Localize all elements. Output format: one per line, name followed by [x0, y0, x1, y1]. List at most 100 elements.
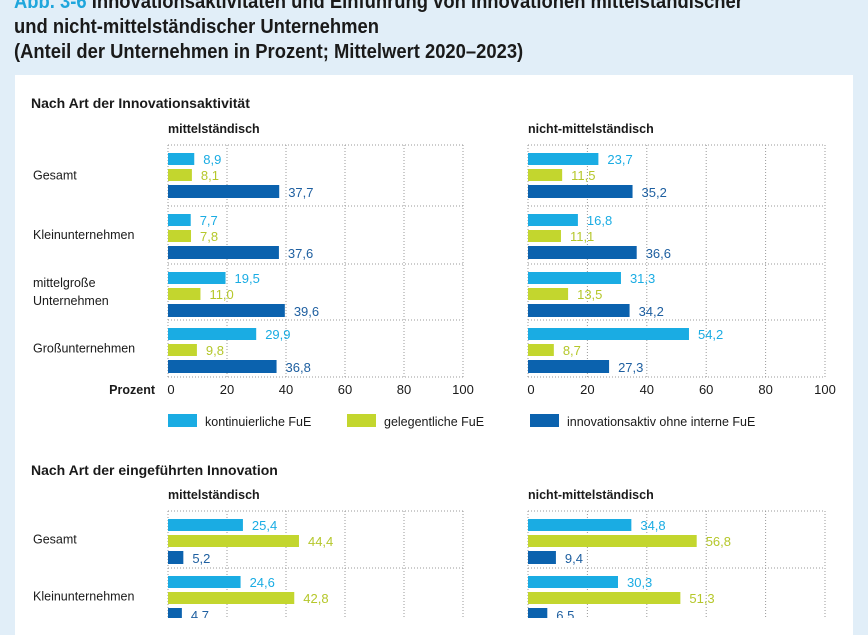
bar — [528, 304, 630, 317]
chart-panel — [15, 75, 853, 635]
title-line-1: Abb. 3-6 Innovationsaktivitäten und Einf… — [14, 0, 743, 15]
value-label: 9,8 — [206, 343, 224, 358]
figure-title: Abb. 3-6 Innovationsaktivitäten und Einf… — [14, 0, 743, 65]
x-tick-label: 60 — [338, 382, 352, 397]
value-label: 35,2 — [642, 185, 667, 200]
x-tick-label: 0 — [167, 382, 174, 397]
bar — [528, 551, 556, 564]
x-tick-label: 40 — [640, 382, 654, 397]
category-label: Unternehmen — [33, 294, 109, 308]
value-label: 23,7 — [607, 152, 632, 167]
value-label: 31,3 — [630, 271, 655, 286]
x-tick-label: 20 — [580, 382, 594, 397]
bar — [528, 576, 618, 588]
bar — [168, 576, 241, 588]
category-label: Kleinunternehmen — [33, 590, 135, 604]
legend-item: gelegentliche FuE — [347, 414, 484, 429]
legend-swatch — [168, 414, 197, 427]
x-tick-label: 60 — [699, 382, 713, 397]
bar — [168, 288, 201, 300]
value-label: 8,7 — [563, 343, 581, 358]
value-label: 36,6 — [646, 246, 671, 261]
value-label: 24,6 — [250, 575, 275, 590]
bar — [168, 230, 192, 242]
bar — [528, 592, 681, 604]
panel-title-introduced-right: nicht-mittelständisch — [528, 488, 654, 502]
section-title-activity: Nach Art der Innovationsaktivität — [31, 95, 250, 111]
x-tick-label: 80 — [758, 382, 772, 397]
category-label: Kleinunternehmen — [33, 228, 135, 242]
x-tick-label: 100 — [814, 382, 836, 397]
panel-title-activity-right: nicht-mittelständisch — [528, 122, 654, 136]
bar — [528, 214, 578, 226]
value-label: 51,3 — [689, 591, 714, 606]
bar — [168, 608, 182, 618]
value-label: 37,7 — [288, 185, 313, 200]
bar — [528, 272, 621, 284]
category-label: Gesamt — [33, 169, 77, 183]
value-label: 11,0 — [209, 287, 233, 302]
x-axis-label: Prozent — [109, 383, 156, 397]
x-tick-label: 100 — [452, 382, 474, 397]
value-label: 11,5 — [571, 168, 595, 183]
bar — [168, 328, 257, 340]
bar — [168, 214, 191, 226]
bar — [528, 288, 569, 300]
legend-swatch — [347, 414, 376, 427]
value-label: 36,8 — [286, 360, 311, 375]
chart-canvas: Nach Art der Innovationsaktivität mittel… — [31, 95, 836, 618]
bar — [528, 360, 610, 373]
title-line-2: und nicht-mittelständischer Unternehmen — [14, 16, 379, 38]
value-label: 34,8 — [640, 518, 665, 533]
value-label: 4,7 — [191, 608, 209, 618]
x-tick-label: 0 — [527, 382, 534, 397]
value-label: 8,9 — [203, 152, 221, 167]
legend-item: kontinuierliche FuE — [168, 414, 311, 429]
bar — [528, 535, 697, 547]
value-label: 27,3 — [618, 360, 643, 375]
value-label: 30,3 — [627, 575, 652, 590]
value-label: 13,5 — [577, 287, 602, 302]
value-label: 37,6 — [288, 246, 313, 261]
bar — [168, 272, 226, 284]
value-label: 54,2 — [698, 327, 723, 342]
bar — [168, 519, 243, 531]
bar — [168, 360, 277, 373]
bar — [528, 185, 633, 198]
legend-label: innovationsaktiv ohne interne FuE — [567, 415, 755, 429]
legend-swatch — [530, 414, 559, 427]
x-tick-label: 80 — [397, 382, 411, 397]
value-label: 42,8 — [303, 591, 328, 606]
bar — [168, 246, 279, 259]
bar — [528, 246, 637, 259]
value-label: 29,9 — [265, 327, 290, 342]
bar — [528, 230, 561, 242]
value-label: 44,4 — [308, 534, 333, 549]
bar — [168, 304, 285, 317]
x-tick-label: 20 — [220, 382, 234, 397]
value-label: 6,5 — [556, 608, 574, 618]
legend-label: gelegentliche FuE — [384, 415, 484, 429]
bar — [528, 608, 548, 618]
category-label: Gesamt — [33, 533, 77, 547]
legend-label: kontinuierliche FuE — [205, 415, 311, 429]
bar — [528, 344, 554, 356]
value-label: 9,4 — [565, 551, 583, 566]
value-label: 5,2 — [192, 551, 210, 566]
panel-title-introduced-left: mittelständisch — [168, 488, 260, 502]
value-label: 25,4 — [252, 518, 277, 533]
bar — [168, 153, 195, 165]
value-label: 34,2 — [639, 304, 664, 319]
value-label: 16,8 — [587, 213, 612, 228]
bar — [168, 169, 192, 181]
bar — [528, 328, 689, 340]
bar — [528, 153, 599, 165]
legend-item: innovationsaktiv ohne interne FuE — [530, 414, 755, 429]
section-title-introduced: Nach Art der eingeführten Innovation — [31, 462, 278, 478]
value-label: 56,8 — [706, 534, 731, 549]
value-label: 11,1 — [570, 229, 594, 244]
x-tick-label: 40 — [279, 382, 293, 397]
bar — [168, 344, 197, 356]
bar — [168, 185, 280, 198]
category-label: mittelgroße — [33, 276, 96, 290]
